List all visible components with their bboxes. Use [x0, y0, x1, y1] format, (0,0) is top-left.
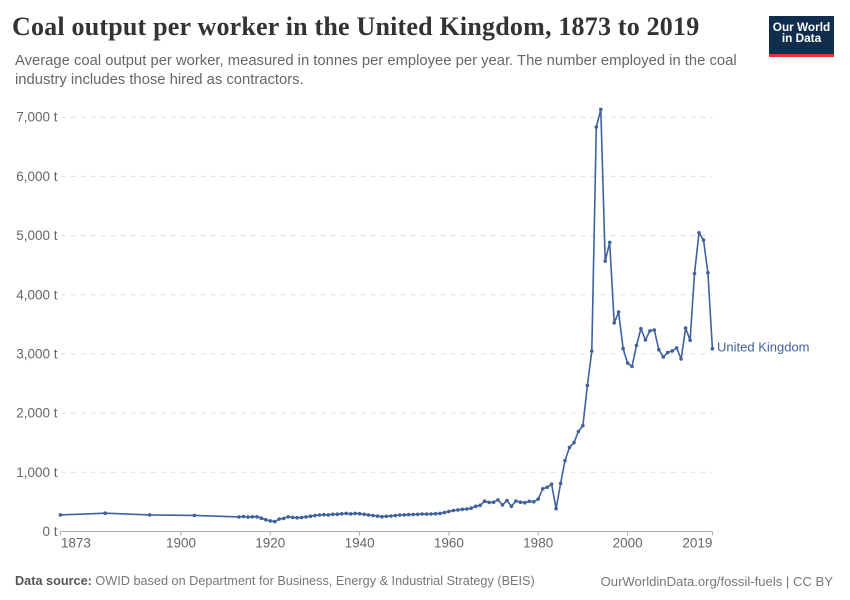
svg-text:1900: 1900: [166, 536, 196, 551]
svg-text:7,000 t: 7,000 t: [16, 110, 58, 125]
svg-text:1920: 1920: [255, 536, 285, 551]
svg-text:5,000 t: 5,000 t: [16, 228, 58, 243]
svg-text:2,000 t: 2,000 t: [16, 406, 58, 421]
svg-text:1940: 1940: [345, 536, 375, 551]
svg-text:6,000 t: 6,000 t: [16, 169, 58, 184]
svg-text:4,000 t: 4,000 t: [16, 287, 58, 302]
svg-text:2019: 2019: [682, 536, 712, 551]
svg-text:3,000 t: 3,000 t: [16, 346, 58, 361]
svg-text:1960: 1960: [434, 536, 464, 551]
svg-text:United Kingdom: United Kingdom: [717, 340, 810, 355]
svg-text:1873: 1873: [61, 536, 91, 551]
svg-text:1980: 1980: [523, 536, 553, 551]
svg-text:2000: 2000: [613, 536, 643, 551]
svg-text:0 t: 0 t: [42, 524, 57, 539]
svg-text:1,000 t: 1,000 t: [16, 465, 58, 480]
